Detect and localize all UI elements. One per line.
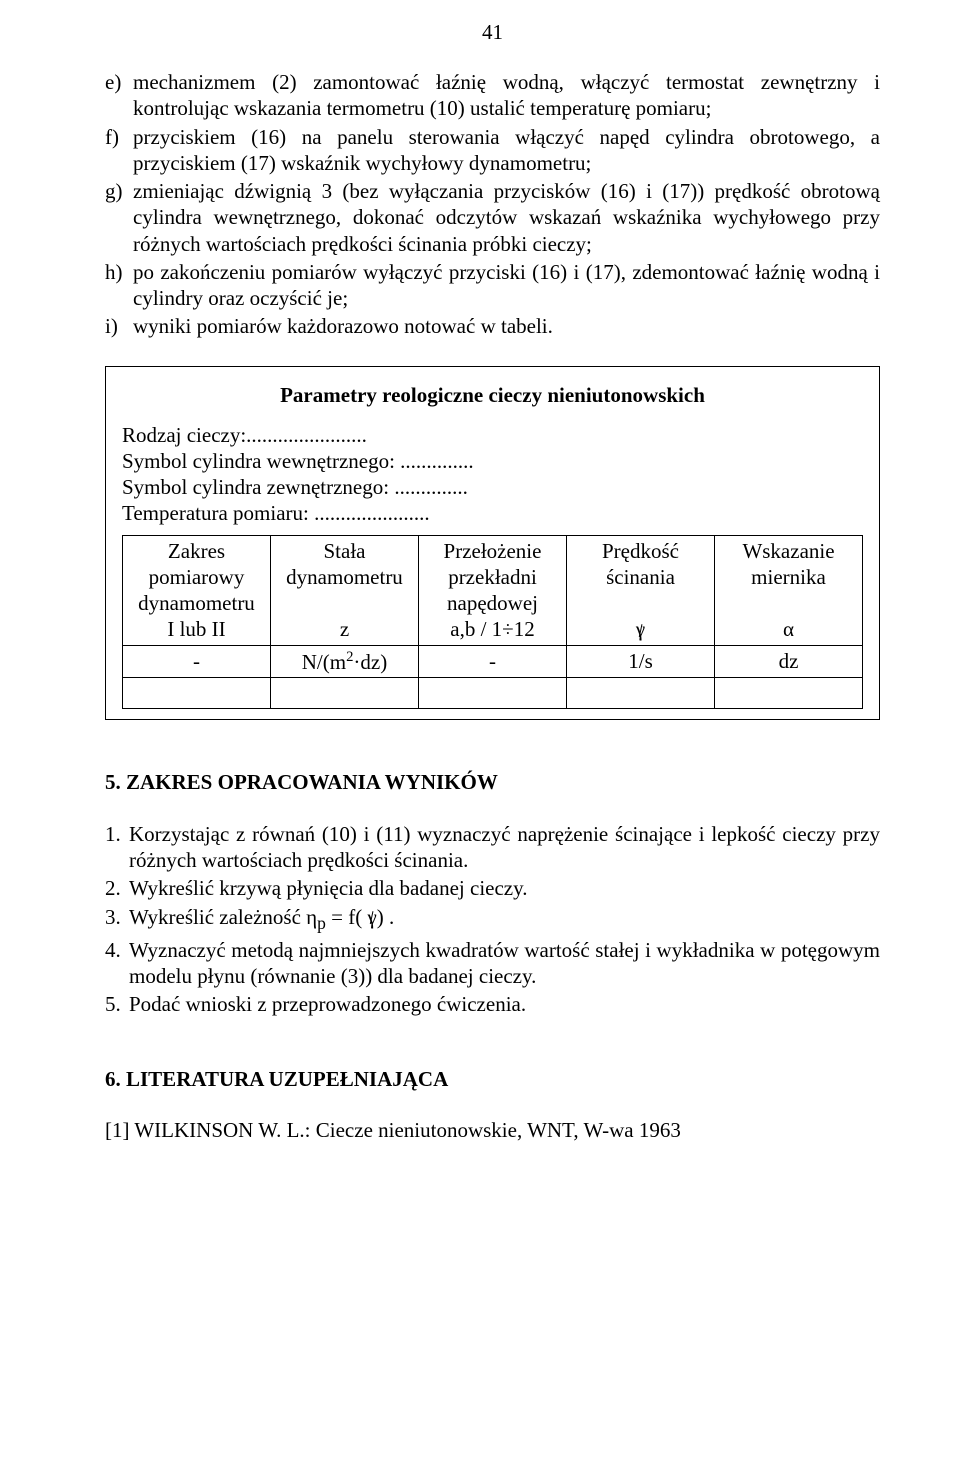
field-line: Temperatura pomiaru: ...................… — [122, 500, 863, 526]
section-heading: 6. LITERATURA UZUPEŁNIAJĄCA — [105, 1067, 880, 1092]
gamma-strike-icon: γ — [367, 904, 376, 930]
table-cell: dz — [715, 645, 863, 677]
table-header: Prędkość ścinania γ — [567, 535, 715, 645]
list-text: Wyznaczyć metodą najmniejszych kwadratów… — [129, 937, 880, 990]
list-marker: g) — [105, 178, 133, 257]
list-marker: 1. — [105, 821, 129, 874]
field-line: Rodzaj cieczy:....................... — [122, 422, 863, 448]
list-text: Podać wnioski z przeprowadzonego ćwiczen… — [129, 991, 880, 1017]
list-text: zmieniając dźwignią 3 (bez wyłączania pr… — [133, 178, 880, 257]
table-cell — [419, 677, 567, 708]
table-row — [123, 677, 863, 708]
list-item: f) przyciskiem (16) na panelu sterowania… — [105, 124, 880, 177]
list-item: 5. Podać wnioski z przeprowadzonego ćwic… — [105, 991, 880, 1017]
list-marker: i) — [105, 313, 133, 339]
list-marker: h) — [105, 259, 133, 312]
list-text: wyniki pomiarów każdorazowo notować w ta… — [133, 313, 880, 339]
field-line: Symbol cylindra wewnętrznego: ..........… — [122, 448, 863, 474]
page-number: 41 — [105, 20, 880, 45]
list-marker: e) — [105, 69, 133, 122]
list-text: Wykreślić krzywą płynięcia dla badanej c… — [129, 875, 880, 901]
section-heading: 5. ZAKRES OPRACOWANIA WYNIKÓW — [105, 770, 880, 795]
list-item: e) mechanizmem (2) zamontować łaźnię wod… — [105, 69, 880, 122]
page: 41 e) mechanizmem (2) zamontować łaźnię … — [0, 0, 960, 1183]
list-item: 3. Wykreślić zależność ηp = f( γ) . — [105, 904, 880, 935]
table-cell — [567, 677, 715, 708]
table-header: Zakres pomiarowy dynamometru I lub II — [123, 535, 271, 645]
table-cell: 1/s — [567, 645, 715, 677]
table-cell: N/(m2·dz) — [271, 645, 419, 677]
list-marker: 5. — [105, 991, 129, 1017]
table-header: Przełożenie przekładni napędowej a,b / 1… — [419, 535, 567, 645]
table-cell: - — [419, 645, 567, 677]
list-item: 1. Korzystając z równań (10) i (11) wyzn… — [105, 821, 880, 874]
table-cell: - — [123, 645, 271, 677]
table-row: - N/(m2·dz) - 1/s dz — [123, 645, 863, 677]
field-line: Symbol cylindra zewnętrznego: ..........… — [122, 474, 863, 500]
reference-line: [1] WILKINSON W. L.: Ciecze nieniutonows… — [105, 1118, 880, 1143]
list-item: h) po zakończeniu pomiarów wyłączyć przy… — [105, 259, 880, 312]
list-marker: 3. — [105, 904, 129, 935]
list-item: i) wyniki pomiarów każdorazowo notować w… — [105, 313, 880, 339]
list-item: 4. Wyznaczyć metodą najmniejszych kwadra… — [105, 937, 880, 990]
table-header: Wskazanie miernika α — [715, 535, 863, 645]
list-item: g) zmieniając dźwignią 3 (bez wyłączania… — [105, 178, 880, 257]
gamma-strike-icon: γ — [636, 616, 645, 642]
parameters-box: Parametry reologiczne cieczy nieniutonow… — [105, 366, 880, 720]
table-header: Stała dynamometru z — [271, 535, 419, 645]
list-text: po zakończeniu pomiarów wyłączyć przycis… — [133, 259, 880, 312]
list-marker: 4. — [105, 937, 129, 990]
table-cell — [271, 677, 419, 708]
list-marker: f) — [105, 124, 133, 177]
list-text: Korzystając z równań (10) i (11) wyznacz… — [129, 821, 880, 874]
list-text: mechanizmem (2) zamontować łaźnię wodną,… — [133, 69, 880, 122]
list-text: Wykreślić zależność ηp = f( γ) . — [129, 904, 880, 935]
list-text: przyciskiem (16) na panelu sterowania wł… — [133, 124, 880, 177]
list-marker: 2. — [105, 875, 129, 901]
box-field-lines: Rodzaj cieczy:....................... Sy… — [122, 422, 863, 527]
table-cell — [715, 677, 863, 708]
list-item: 2. Wykreślić krzywą płynięcia dla badane… — [105, 875, 880, 901]
table-cell — [123, 677, 271, 708]
table-row: Zakres pomiarowy dynamometru I lub II St… — [123, 535, 863, 645]
box-title: Parametry reologiczne cieczy nieniutonow… — [122, 383, 863, 408]
parameters-table: Zakres pomiarowy dynamometru I lub II St… — [122, 535, 863, 709]
